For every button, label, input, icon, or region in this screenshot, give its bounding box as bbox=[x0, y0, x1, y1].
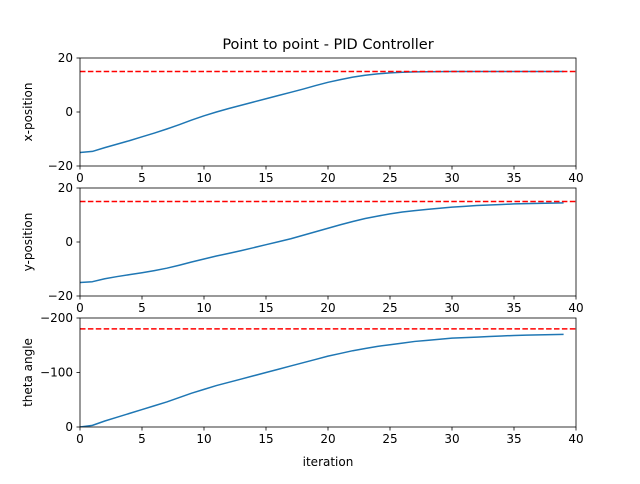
x-tick-label: 40 bbox=[568, 432, 583, 446]
x-tick-label: 0 bbox=[76, 171, 84, 185]
y-tick-label: 0 bbox=[65, 235, 73, 249]
x-tick-label: 5 bbox=[138, 432, 146, 446]
y-axis-label: y-position bbox=[21, 213, 35, 272]
x-tick-label: 10 bbox=[196, 432, 211, 446]
axes-frame bbox=[79, 57, 577, 167]
x-tick-label: 20 bbox=[320, 432, 335, 446]
x-tick-label: 15 bbox=[258, 171, 273, 185]
x-tick-label: 20 bbox=[320, 171, 335, 185]
y-tick-label: 0 bbox=[65, 105, 73, 119]
x-axis-label: iteration bbox=[303, 455, 354, 469]
x-tick-label: 5 bbox=[138, 301, 146, 315]
x-tick-label: 35 bbox=[506, 171, 521, 185]
y-tick-label: 20 bbox=[58, 51, 73, 65]
y-tick-label: −20 bbox=[48, 289, 73, 303]
x-tick-label: 40 bbox=[568, 171, 583, 185]
x-tick-label: 30 bbox=[444, 432, 459, 446]
x-tick-label: 0 bbox=[76, 432, 84, 446]
x-tick-label: 25 bbox=[382, 301, 397, 315]
y-axis-label: x-position bbox=[21, 83, 35, 142]
y-tick-label: −100 bbox=[40, 366, 73, 380]
x-tick-label: 30 bbox=[444, 301, 459, 315]
x-tick-label: 5 bbox=[138, 171, 146, 185]
y-tick-label: 0 bbox=[65, 420, 73, 434]
x-tick-label: 10 bbox=[196, 301, 211, 315]
x-tick-label: 35 bbox=[506, 432, 521, 446]
chart-title: Point to point - PID Controller bbox=[222, 37, 433, 53]
x-tick-label: 20 bbox=[320, 301, 335, 315]
y-tick-label: −200 bbox=[40, 311, 73, 325]
x-tick-label: 15 bbox=[258, 432, 273, 446]
response-line bbox=[80, 202, 564, 284]
x-tick-label: 15 bbox=[258, 301, 273, 315]
x-tick-label: 0 bbox=[76, 301, 84, 315]
x-tick-label: 30 bbox=[444, 171, 459, 185]
x-tick-label: 10 bbox=[196, 171, 211, 185]
axes-frame bbox=[79, 317, 577, 428]
response-line bbox=[80, 70, 564, 154]
y-tick-label: −20 bbox=[48, 159, 73, 173]
y-axis-label: theta angle bbox=[21, 338, 35, 407]
subplot-3: 0 5 10 15 20 25 30 35 40 0 −100 −200 theta angle iter… bbox=[21, 311, 584, 469]
x-tick-label: 40 bbox=[568, 301, 583, 315]
response-line bbox=[80, 333, 564, 427]
x-tick-label: 25 bbox=[382, 171, 397, 185]
x-tick-label: 35 bbox=[506, 301, 521, 315]
x-tick-label: 25 bbox=[382, 432, 397, 446]
y-tick-label: 20 bbox=[58, 181, 73, 195]
